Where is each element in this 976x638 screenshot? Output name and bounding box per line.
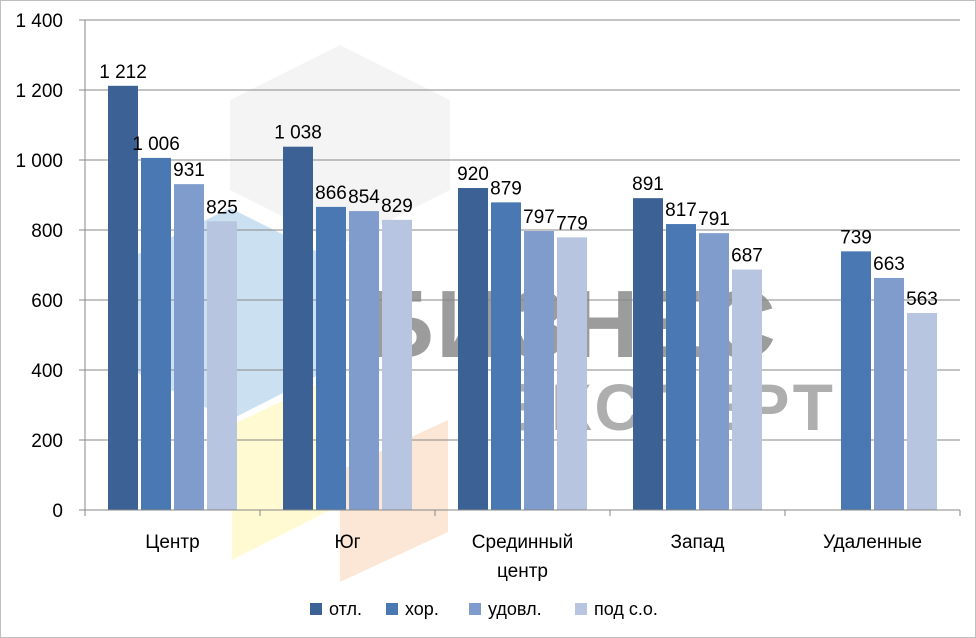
- bar: [841, 251, 871, 510]
- y-tick-label: 800: [31, 221, 63, 242]
- x-category-label: Удаленные: [823, 532, 922, 553]
- bar: [283, 146, 313, 510]
- data-label: 563: [906, 289, 938, 310]
- axes: [79, 19, 961, 516]
- bar: [491, 202, 521, 510]
- bar: [874, 277, 904, 510]
- legend-swatch: [575, 603, 587, 615]
- bar: [633, 198, 663, 510]
- data-label: 687: [731, 246, 763, 267]
- x-category-label: Юг: [334, 532, 360, 553]
- y-tick-label: 1 000: [15, 151, 63, 172]
- data-label: 791: [698, 209, 730, 230]
- y-tick-label: 0: [52, 501, 63, 522]
- labels: 0 200 400 600 800 1 000 1 200 1 400 1 212 1 006 93…: [15, 11, 937, 582]
- data-label: 817: [665, 200, 697, 221]
- data-label: 920: [457, 164, 489, 185]
- data-label: 879: [490, 178, 522, 199]
- legend-swatch: [310, 603, 322, 615]
- data-label: 931: [173, 160, 205, 181]
- bar: [732, 269, 762, 510]
- bar: [699, 233, 729, 510]
- bar: [174, 184, 204, 510]
- bar: [207, 221, 237, 510]
- x-category-label: Срединный: [472, 532, 573, 553]
- legend-label: хор.: [405, 599, 439, 619]
- data-label: 779: [556, 213, 588, 234]
- data-label: 663: [873, 254, 905, 275]
- x-category-label: центр: [497, 561, 548, 582]
- bar: [382, 219, 412, 510]
- bar: [316, 206, 346, 510]
- y-tick-label: 200: [31, 431, 63, 452]
- legend-swatch: [386, 603, 398, 615]
- data-label: 739: [840, 227, 872, 248]
- data-label: 891: [632, 174, 664, 195]
- bar: [557, 237, 587, 510]
- legend-label: удовл.: [488, 599, 542, 619]
- bar: [108, 85, 138, 511]
- y-tick-label: 1 400: [15, 11, 63, 32]
- bar: [524, 231, 554, 511]
- y-tick-label: 1 200: [15, 81, 63, 102]
- x-category-label: Запад: [671, 532, 725, 553]
- data-label: 1 212: [99, 62, 147, 83]
- legend: отл. хор. удовл. под с.о.: [310, 599, 658, 619]
- data-label: 797: [523, 207, 555, 228]
- data-label: 854: [348, 187, 380, 208]
- data-label: 825: [206, 197, 238, 218]
- bar: [458, 188, 488, 510]
- bar: [666, 224, 696, 511]
- x-category-label: Центр: [145, 532, 199, 553]
- legend-label: отл.: [329, 599, 362, 619]
- data-label: 1 038: [274, 123, 322, 144]
- y-tick-label: 600: [31, 291, 63, 312]
- y-tick-label: 400: [31, 361, 63, 382]
- data-label: 1 006: [132, 134, 180, 155]
- bar: [141, 157, 171, 510]
- data-label: 829: [381, 196, 413, 217]
- bar: [907, 312, 937, 510]
- bars: [108, 85, 937, 511]
- legend-label: под с.о.: [594, 599, 658, 619]
- data-label: 866: [315, 183, 347, 204]
- bar: [349, 211, 379, 510]
- legend-swatch: [469, 603, 481, 615]
